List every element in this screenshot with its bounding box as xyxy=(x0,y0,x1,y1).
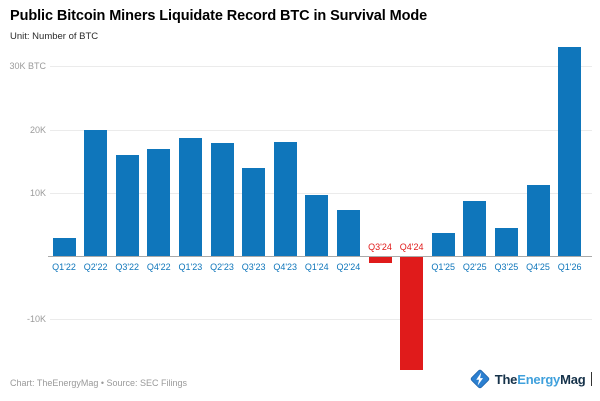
y-axis-tick-label: -10K xyxy=(26,314,46,325)
bar-Q1'23 xyxy=(178,138,202,256)
x-axis-tick-label: Q1'23 xyxy=(178,262,203,272)
x-axis-tick-label: Q4'23 xyxy=(273,262,298,272)
brand-word-mag: Mag xyxy=(560,371,586,387)
chart-title: Public Bitcoin Miners Liquidate Record B… xyxy=(10,8,428,24)
bar-Q4'23 xyxy=(273,141,297,256)
x-axis-tick-label: Q2'23 xyxy=(210,262,234,272)
y-axis-tick-label: 20K xyxy=(29,124,46,135)
x-axis-tick-label: Q1'22 xyxy=(52,262,76,272)
x-axis-tick-label: Q3'22 xyxy=(115,262,140,272)
x-axis-tick-label: Q3'24 xyxy=(368,242,392,252)
x-axis-baseline xyxy=(48,256,592,257)
bar-Q4'24 xyxy=(400,257,424,371)
bar-Q4'22 xyxy=(147,148,171,256)
bar-Q2'24 xyxy=(336,210,360,256)
x-axis-tick-label: Q4'22 xyxy=(146,262,171,272)
brand-word-energy: Energy xyxy=(517,371,561,387)
bar-Q3'22 xyxy=(115,154,139,256)
chart-subtitle: Unit: Number of BTC xyxy=(10,31,99,42)
brand-word-the: The xyxy=(494,371,518,387)
brand-logo: TheEnergyMag xyxy=(469,366,592,392)
gridline xyxy=(50,66,592,68)
x-axis-tick-label: Q1'25 xyxy=(431,262,456,272)
source-credit: Chart: TheEnergyMag • Source: SEC Filing… xyxy=(10,378,188,388)
bar-Q1'24 xyxy=(305,194,329,256)
gridline xyxy=(50,192,592,194)
gridline xyxy=(50,319,592,321)
bar-Q2'25 xyxy=(463,201,487,256)
y-axis-tick-label: 30K BTC xyxy=(9,61,46,72)
x-axis-tick-label: Q3'23 xyxy=(241,262,266,272)
bar-Q2'23 xyxy=(210,142,234,256)
brand-wordmark: TheEnergyMag xyxy=(495,372,586,387)
x-axis-tick-label: Q4'24 xyxy=(399,242,424,252)
gridline xyxy=(50,129,592,131)
bar-Q4'25 xyxy=(526,185,550,256)
x-axis-tick-label: Q3'25 xyxy=(494,262,519,272)
x-axis-tick-label: Q2'24 xyxy=(336,262,361,272)
x-axis-tick-label: Q1'24 xyxy=(304,262,329,272)
x-axis-tick-label: Q4'25 xyxy=(526,262,550,272)
x-axis-tick-label: Q2'25 xyxy=(462,262,487,272)
bar-Q3'24 xyxy=(368,257,392,264)
bar-Q1'26 xyxy=(558,47,582,256)
bar-Q2'22 xyxy=(84,130,108,256)
x-axis-tick-label: Q1'26 xyxy=(557,262,582,272)
bar-Q1'25 xyxy=(431,232,455,256)
bar-Q3'25 xyxy=(494,227,518,256)
text-cursor xyxy=(590,372,592,386)
y-axis-tick-label: 10K xyxy=(29,187,46,198)
x-axis-tick-label: Q2'22 xyxy=(83,262,108,272)
lightning-diamond-icon xyxy=(469,368,491,390)
bar-Q3'23 xyxy=(242,168,266,256)
bar-Q1'22 xyxy=(52,237,76,256)
